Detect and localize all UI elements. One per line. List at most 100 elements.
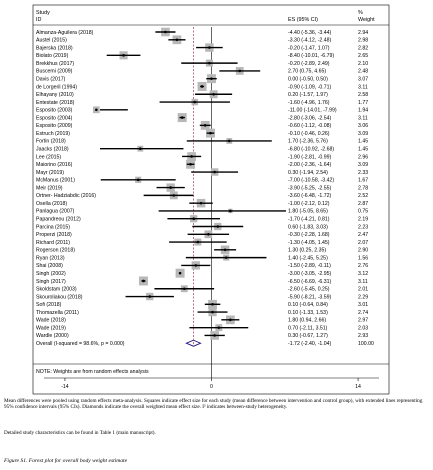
study-weight-label: 1.67 [358, 178, 368, 184]
study-label: Richard (2011) [36, 240, 70, 246]
study-es-label: 0.10 (-1.33, 1.53) [288, 310, 328, 316]
study-es-label: 1.70 (-2.36, 5.76) [288, 139, 328, 145]
study-weight-label: 2.29 [358, 294, 368, 300]
study-weight-label: 2.74 [358, 310, 368, 316]
study-point [213, 170, 216, 174]
study-point [164, 30, 167, 34]
study-label: Elhayany (2010) [36, 92, 74, 98]
study-label: Biolato (2019) [36, 53, 69, 59]
study-point [192, 217, 196, 221]
overall-diamond [185, 339, 202, 347]
study-weight-label: 2.03 [358, 325, 368, 331]
study-weight-label: 2.76 [358, 263, 368, 269]
study-weight-label: 2.33 [358, 170, 368, 176]
study-label: Singh (2002) [36, 271, 66, 277]
study-label: Buscemi (2009) [36, 69, 73, 75]
study-weight-label: 2.93 [358, 333, 368, 339]
study-label: Shai (2008) [36, 263, 63, 269]
study-es-label: -1.90 (-2.81, -0.99) [288, 154, 332, 160]
study-label: Papandreou (2012) [36, 217, 81, 223]
x-tick-label: 0 [210, 384, 213, 390]
study-es-label: -3.30 (-4.12, -2.48) [288, 38, 332, 44]
study-label: Almanza-Aguilera (2018) [36, 30, 94, 36]
study-weight-label: 2.19 [358, 217, 368, 223]
study-label: Ortner- Hadziabdic (2016) [36, 193, 96, 199]
study-point [238, 69, 242, 73]
header-percent: % [358, 10, 363, 16]
study-weight-label: 0.75 [358, 209, 368, 215]
study-point [212, 92, 215, 96]
study-weight-label: 2.52 [358, 193, 368, 199]
study-weight-label: 2.47 [358, 232, 368, 238]
overall-weight-label: 100.00 [358, 341, 374, 347]
study-label: Panlagua (2007) [36, 209, 75, 215]
study-weight-label: 2.07 [358, 240, 368, 246]
study-label: Osella (2018) [36, 201, 67, 207]
study-label: Wade (2019) [36, 325, 66, 331]
study-es-label: -3.60 (-6.48, -1.72) [288, 193, 332, 199]
study-es-label: -2.80 (-3.06, -2.54) [288, 115, 332, 121]
caption-detail: Detailed study characteristics can be fo… [4, 430, 156, 436]
header-weight: Weight [358, 17, 375, 23]
study-point [211, 310, 214, 314]
study-weight-label: 3.11 [358, 279, 368, 285]
study-weight-label: 2.90 [358, 248, 368, 254]
study-es-label: -2.00 (-2.36, -1.64) [288, 162, 332, 168]
study-es-label: 1.80 (-5.05, 8.65) [288, 209, 328, 215]
study-point [211, 303, 214, 306]
study-point [203, 124, 207, 127]
study-weight-label: 2.82 [358, 45, 368, 51]
study-point [95, 108, 98, 112]
study-point [200, 85, 204, 88]
study-weight-label: 2.10 [358, 61, 368, 67]
study-weight-label: 1.77 [358, 100, 368, 106]
study-label: Parcina (2015) [36, 224, 70, 230]
plot-frame [32, 4, 390, 395]
study-weight-label: 2.23 [358, 224, 368, 230]
x-ticks: -14 0 14 [61, 378, 361, 390]
study-es-label: 0.30 (-1.94, 2.54) [288, 170, 328, 176]
study-point [193, 100, 197, 104]
study-weight-label: 2.01 [358, 287, 368, 293]
study-point [217, 326, 221, 329]
study-point [169, 186, 172, 189]
study-es-label: 0.70 (-2.11, 3.51) [288, 325, 328, 331]
study-label: Mayr (2019) [36, 170, 64, 176]
study-es-label: -0.10 (-0.46, 0.26) [288, 131, 330, 137]
study-point [223, 248, 227, 252]
study-weight-label: 3.11 [358, 84, 368, 90]
study-point [207, 232, 210, 236]
study-es-label: -3.90 (-5.25, -2.55) [288, 185, 332, 191]
study-es-label: -11.00 (-14.01, -7.99) [288, 108, 337, 114]
study-label: Fortin (2018) [36, 139, 66, 145]
study-label: Skouroliakou (2018) [36, 294, 83, 300]
study-label: Jaacks (2018) [36, 147, 69, 153]
study-point [182, 287, 186, 291]
study-weight-label: 2.96 [358, 154, 368, 160]
study-label: Singh (2017) [36, 279, 66, 285]
study-weight-label: 2.97 [358, 318, 368, 324]
study-es-label: 0.00 (-0.50, 0.50) [288, 76, 328, 82]
study-es-label: -0.20 (-1.47, 1.07) [288, 45, 330, 51]
study-es-label: 0.60 (-1.83, 3.03) [288, 224, 328, 230]
study-label: Ryan (2013) [36, 255, 65, 261]
header-id: ID [36, 17, 41, 23]
study-es-label: -5.90 (-8.21, -3.59) [288, 294, 332, 300]
study-point [139, 147, 142, 150]
study-es-label: -1.60 (-4.96, 1.76) [288, 100, 330, 106]
study-point [208, 46, 211, 49]
study-label: Maiorino (2016) [36, 162, 73, 168]
study-label: McManus (2001) [36, 178, 75, 184]
caption-text: Mean differences were pooled using rando… [4, 398, 423, 411]
x-tick-label: 14 [355, 384, 361, 390]
study-es-label: 1.80 (0.94, 2.66) [288, 318, 326, 324]
study-weight-label: 3.07 [358, 76, 368, 82]
study-weight-label: 3.12 [358, 271, 368, 277]
study-label: Bajerska (2018) [36, 45, 73, 51]
study-weight-label: 1.45 [358, 139, 368, 145]
study-es-label: -0.20 (-2.89, 2.49) [288, 61, 330, 67]
study-point [208, 61, 211, 65]
study-label: Wade (2018) [36, 318, 66, 324]
study-es-label: -6.50 (-6.69, -6.31) [288, 279, 332, 285]
study-point [209, 131, 212, 135]
